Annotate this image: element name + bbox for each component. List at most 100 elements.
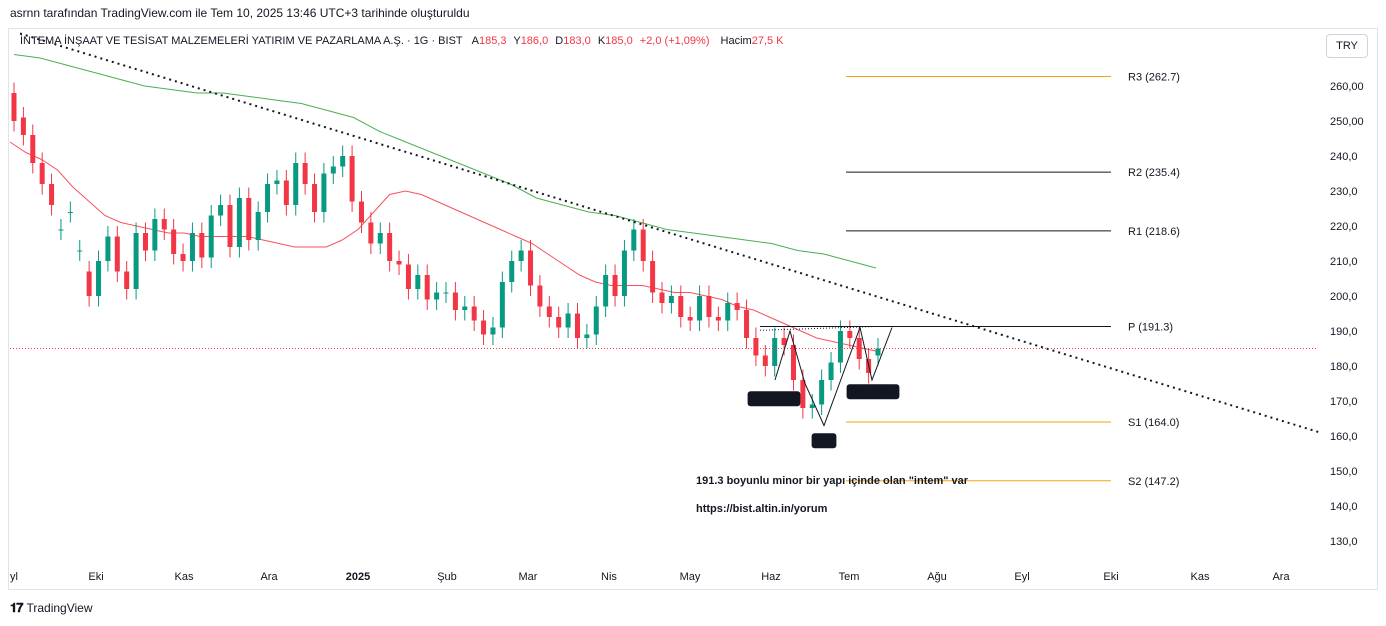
candle-body	[218, 205, 224, 216]
candle-body	[828, 362, 834, 380]
candle-body	[640, 229, 646, 261]
high-value: 186,0	[520, 35, 549, 47]
candle-body	[725, 303, 731, 321]
candle-body	[819, 380, 825, 405]
candle-body	[330, 166, 336, 174]
candle-body	[715, 317, 721, 321]
candle-body	[152, 219, 158, 251]
pivot-level-label: R1 (218.6)	[1128, 226, 1180, 238]
candle-body	[415, 275, 421, 289]
pattern-label-text: Sol Omuz	[749, 393, 800, 405]
currency-button[interactable]: TRY	[1326, 34, 1368, 58]
x-axis-tick-label: Nis	[601, 571, 617, 583]
candle-body	[114, 236, 120, 272]
candle-body	[537, 285, 543, 307]
x-axis-tick-label: Eki	[88, 571, 103, 583]
chart-frame[interactable]	[8, 28, 1378, 590]
tradingview-logo[interactable]: 𝟏𝟕 TradingView	[10, 600, 93, 616]
candle-body	[312, 184, 318, 212]
candle-body	[593, 306, 599, 335]
candle-body	[227, 205, 233, 247]
pattern-label-box	[811, 433, 837, 449]
open-value: 185,3	[478, 35, 507, 47]
x-axis-tick-label: Eki	[1103, 571, 1118, 583]
candle-body	[462, 306, 468, 310]
y-axis-tick-label: 220,0	[1330, 221, 1358, 233]
candle-body	[744, 310, 750, 338]
candle-body	[283, 180, 289, 205]
symbol-interval[interactable]: 1G	[413, 35, 429, 47]
candle-body	[96, 261, 102, 296]
candle-body	[481, 320, 487, 335]
x-axis-tick-label: May	[680, 571, 701, 583]
x-axis-tick-label: Kas	[1191, 571, 1210, 583]
x-axis-tick-label: Tem	[839, 571, 860, 583]
candle-body	[49, 184, 55, 205]
candle-body	[424, 275, 430, 300]
x-axis-tick-label: Şub	[437, 571, 457, 583]
candle-body	[236, 198, 242, 247]
x-axis-tick-label: Kas	[175, 571, 194, 583]
candle-body	[67, 212, 73, 213]
candle-body	[762, 355, 768, 366]
pivot-level-label: S2 (147.2)	[1128, 476, 1179, 488]
candle-body	[697, 296, 703, 321]
y-axis-tick-label: 130,0	[1330, 536, 1358, 548]
symbol-name[interactable]: İNTEMA İNŞAAT VE TESİSAT MALZEMELERİ YAT…	[20, 35, 404, 47]
x-axis-tick-label: Ara	[1272, 571, 1290, 583]
low-label: D	[555, 35, 564, 47]
candle-body	[340, 156, 346, 167]
candle-body	[650, 261, 656, 293]
x-axis-tick-label: Ağu	[927, 571, 947, 583]
head-and-shoulders-pattern	[774, 325, 893, 427]
y-axis-tick-label: 160,0	[1330, 431, 1358, 443]
chart-caption: asrnn tarafından TradingView.com ile Tem…	[10, 6, 470, 20]
pivot-level-label: R3 (262.7)	[1128, 72, 1180, 84]
y-axis-tick-label: 150,0	[1330, 466, 1358, 478]
candle-body	[528, 250, 534, 286]
candle-body	[546, 306, 552, 317]
candle-body	[208, 215, 214, 258]
candle-body	[105, 236, 111, 261]
candle-body	[809, 404, 815, 408]
y-axis-tick-label: 240,0	[1330, 151, 1358, 163]
pattern-label-text: Sağ Omuz	[846, 386, 900, 398]
candle-body	[86, 271, 92, 296]
moving-average-long	[13, 54, 877, 269]
candle-body	[621, 250, 627, 296]
candle-body	[189, 233, 195, 261]
y-axis-tick-label: 190,0	[1330, 326, 1358, 338]
volume-label: Hacim	[720, 35, 752, 47]
candle-body	[443, 292, 449, 294]
candle-body	[499, 282, 505, 328]
chart-link: https://bist.altin.in/yorum	[696, 503, 828, 515]
pattern-label-box	[747, 391, 801, 407]
candle-body	[603, 275, 609, 307]
candle-body	[509, 261, 515, 282]
x-axis-tick-label: 2025	[346, 571, 370, 583]
pivot-level-label: P (191.3)	[1128, 321, 1173, 333]
tradingview-icon: 𝟏𝟕	[10, 600, 24, 615]
candle-body	[753, 338, 759, 356]
pattern-label-box	[846, 384, 900, 400]
candle-body	[387, 233, 393, 261]
x-axis-tick-label: Haz	[761, 571, 781, 583]
candle-body	[659, 292, 665, 303]
candle-body	[631, 229, 637, 251]
y-axis-tick-label: 200,0	[1330, 291, 1358, 303]
candle-body	[847, 331, 853, 338]
pattern-label-text: Baş	[814, 435, 834, 447]
tradingview-brand: TradingView	[26, 601, 93, 615]
candle-body	[565, 313, 571, 328]
candle-body	[30, 135, 36, 163]
x-axis-tick-label: yl	[10, 571, 18, 583]
candle-body	[490, 327, 496, 335]
y-axis-tick-label: 260,00	[1330, 81, 1364, 93]
candle-body	[20, 117, 26, 135]
close-label: K	[597, 35, 606, 47]
candle-body	[875, 348, 881, 356]
candle-body	[39, 163, 45, 184]
candle-body	[556, 317, 562, 328]
candle-body	[11, 93, 17, 121]
